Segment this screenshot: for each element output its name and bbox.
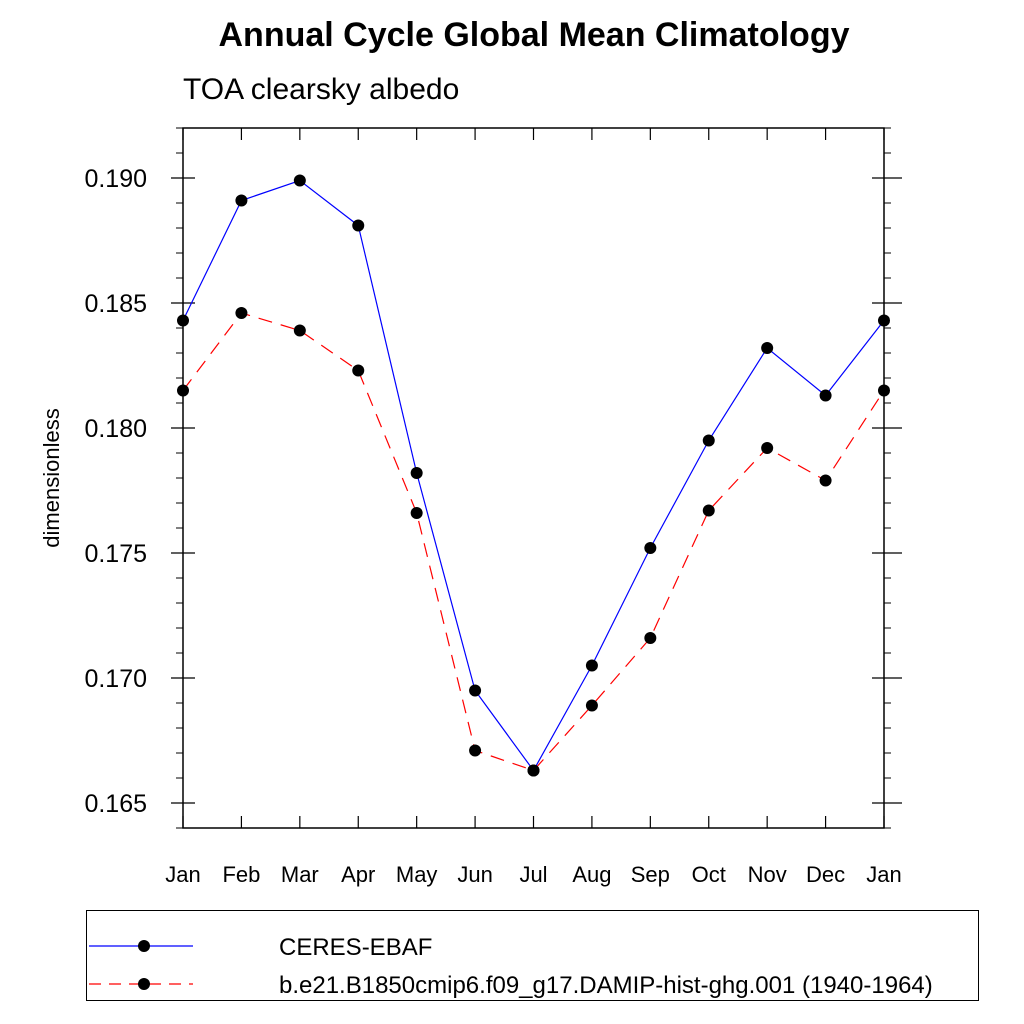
series-layer bbox=[177, 174, 890, 777]
y-tick-label: 0.185 bbox=[84, 290, 147, 318]
x-tick-label: Jun bbox=[457, 862, 492, 887]
x-tick-label: Sep bbox=[631, 862, 670, 887]
series-line-0 bbox=[182, 179, 885, 772]
y-tick-label: 0.180 bbox=[84, 415, 147, 443]
legend-entry-model: b.e21.B1850cmip6.f09_g17.DAMIP-hist-ghg.… bbox=[87, 969, 978, 999]
y-tick-label: 0.190 bbox=[84, 165, 147, 193]
legend: CERES-EBAF b.e21.B1850cmip6.f09_g17.DAMI… bbox=[86, 910, 979, 1001]
series-1-point bbox=[235, 307, 248, 319]
series-1-point bbox=[644, 632, 657, 644]
series-0-point bbox=[235, 194, 248, 207]
series-1-point bbox=[702, 504, 715, 517]
x-tick-label: Mar bbox=[281, 862, 319, 887]
axis-ticks bbox=[171, 127, 902, 829]
series-0-point bbox=[644, 542, 657, 554]
series-1-point bbox=[878, 384, 890, 397]
x-tick-label: Aug bbox=[572, 862, 611, 887]
x-tick-label: Jan bbox=[165, 862, 200, 887]
x-tick-labels: Jan Feb Mar Apr May Jun Jul Aug Sep Oct Nov Dec Jan bbox=[165, 862, 901, 887]
x-tick-label: Jul bbox=[519, 862, 547, 887]
series-0-point bbox=[469, 684, 482, 697]
x-tick-label: Nov bbox=[748, 862, 787, 887]
legend-label-model: b.e21.B1850cmip6.f09_g17.DAMIP-hist-ghg.… bbox=[279, 972, 933, 999]
series-1-point bbox=[527, 764, 540, 777]
series-0-point bbox=[410, 467, 423, 479]
y-tick-label: 0.170 bbox=[84, 665, 147, 693]
plot-frame bbox=[182, 127, 885, 829]
series-line-1 bbox=[182, 312, 885, 772]
y-tick-label: 0.175 bbox=[84, 540, 147, 568]
x-tick-label: Oct bbox=[692, 862, 726, 887]
x-tick-label: Dec bbox=[806, 862, 845, 887]
series-1-point bbox=[177, 384, 189, 397]
series-0-point bbox=[878, 314, 890, 327]
legend-entry-ceres: CERES-EBAF bbox=[87, 931, 978, 961]
series-0-point bbox=[352, 219, 365, 232]
series-0-point bbox=[702, 434, 715, 447]
chart-title: Annual Cycle Global Mean Climatology bbox=[219, 16, 850, 54]
legend-sample-ceres bbox=[89, 940, 193, 952]
series-1-point bbox=[819, 474, 832, 487]
y-tick-labels: 0.165 0.170 0.175 0.180 0.185 0.190 bbox=[84, 165, 147, 818]
x-tick-label: Apr bbox=[341, 862, 375, 887]
series-1-point bbox=[410, 507, 423, 519]
y-tick-label: 0.165 bbox=[84, 790, 147, 818]
x-tick-label: Jan bbox=[866, 862, 901, 887]
series-1-point bbox=[293, 324, 306, 337]
chart-subtitle: TOA clearsky albedo bbox=[183, 73, 459, 106]
legend-label-ceres: CERES-EBAF bbox=[279, 934, 433, 961]
series-1-point bbox=[469, 744, 482, 757]
series-0-point bbox=[293, 174, 306, 187]
x-tick-label: Feb bbox=[222, 862, 260, 887]
series-0-point bbox=[177, 314, 189, 327]
series-0-point bbox=[761, 342, 774, 354]
series-0-point bbox=[585, 659, 598, 672]
y-axis-label: dimensionless bbox=[39, 408, 64, 547]
series-0-point bbox=[819, 389, 832, 402]
series-1-point bbox=[585, 699, 598, 712]
x-tick-label: May bbox=[396, 862, 438, 887]
legend-sample-model bbox=[89, 978, 193, 990]
series-1-point bbox=[352, 364, 365, 377]
series-1-point bbox=[761, 442, 774, 454]
